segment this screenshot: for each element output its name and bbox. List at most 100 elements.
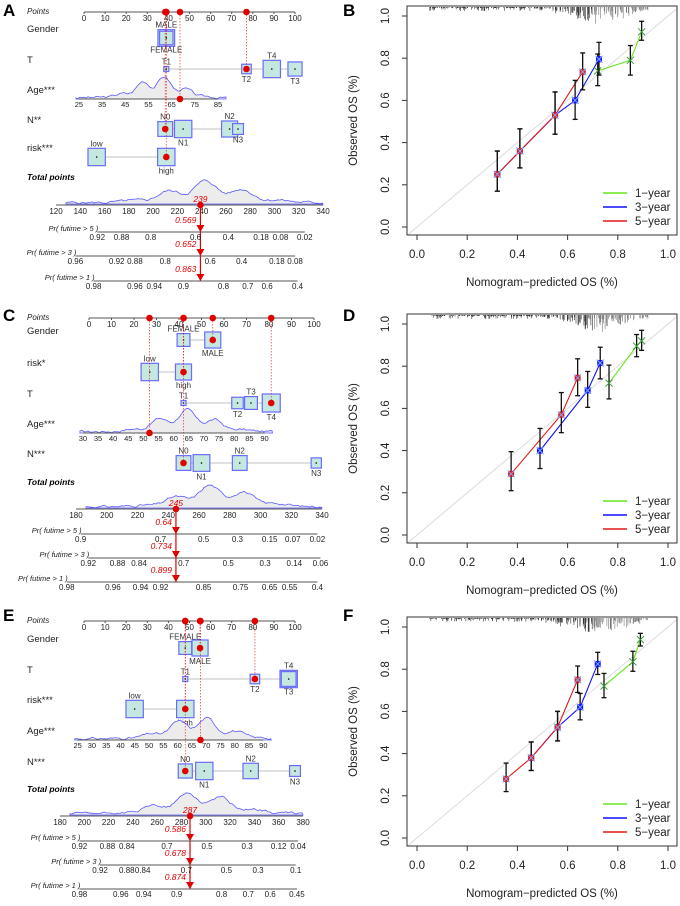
data-point-cross (629, 657, 637, 666)
probability-tick-label: 0.3 (232, 535, 244, 544)
data-point-cross (576, 703, 585, 712)
legend-label: 5−year (635, 524, 671, 536)
probability-tick-label: 0.4 (223, 233, 235, 242)
y-tick-label: 0.2 (380, 177, 392, 193)
age-tick-label: 30 (88, 741, 96, 750)
total-tick-label: 280 (175, 818, 189, 827)
total-tick-label: 220 (131, 511, 145, 520)
points-tick-label: 90 (269, 623, 278, 632)
total-tick-label: 240 (162, 511, 176, 520)
y-axis-title: Observed OS (%) (348, 383, 360, 474)
total-points-label: Total points (27, 172, 75, 182)
legend-label: 3−year (635, 813, 671, 825)
probability-tick-label: 0.96 (127, 282, 143, 291)
data-point-cross (573, 675, 582, 684)
age-tick-label: 70 (200, 434, 208, 443)
age-tick-label: 55 (159, 741, 167, 750)
probability-tick-label: 0.94 (136, 890, 152, 899)
points-tick-label: 0 (82, 14, 87, 23)
points-axis-marker (197, 617, 204, 625)
category-label: MALE (202, 349, 224, 358)
total-tick-label: 340 (315, 511, 329, 520)
probability-tick-label: 0.98 (86, 282, 102, 291)
legend-label: 5−year (635, 827, 671, 839)
row-label: risk*** (27, 695, 53, 706)
category-label: T4 (267, 51, 277, 60)
total-tick-label: 300 (254, 511, 268, 520)
series-line-year5 (510, 377, 579, 475)
probability-tick-label: 0.14 (287, 559, 303, 568)
selected-marker (146, 429, 153, 437)
probability-value: 0.586 (165, 824, 187, 834)
legend-label: 3−year (635, 202, 671, 214)
probability-label: Pr( futime > 1 ) (31, 881, 81, 890)
age-tick-label: 40 (116, 741, 124, 750)
data-point-cross (557, 410, 566, 419)
x-tick-label: 0.4 (509, 860, 526, 872)
probability-label: Pr( futime > 5 ) (48, 224, 98, 233)
total-tick-label: 280 (223, 511, 237, 520)
data-point-cross (502, 775, 510, 783)
probability-tick-label: 0.45 (289, 890, 305, 899)
y-tick-label: 0.6 (380, 92, 392, 108)
y-tick-label: 0.8 (380, 358, 392, 374)
category-center-dot (315, 462, 318, 464)
probability-value: 0.64 (155, 517, 172, 527)
points-axis-marker (267, 314, 275, 322)
probability-tick-label: 0.92 (92, 866, 108, 875)
probability-tick-label: 0.12 (271, 842, 287, 851)
total-tick-label: 300 (268, 207, 282, 216)
points-tick-label: 80 (265, 320, 274, 329)
probability-tick-label: 0.02 (297, 233, 313, 242)
total-tick-label: 260 (219, 207, 233, 216)
points-tick-label: 10 (107, 320, 116, 329)
points-tick-label: 90 (269, 14, 278, 23)
x-tick-label: 0.4 (509, 249, 526, 261)
age-tick-label: 85 (245, 434, 253, 443)
category-center-dot (249, 770, 252, 772)
probability-tick-label: 0.6 (265, 890, 277, 899)
category-center-dot (270, 68, 273, 70)
category-center-dot (236, 402, 239, 404)
points-tick-label: 10 (101, 14, 110, 23)
data-point-cross (593, 67, 602, 75)
points-tick-label: 80 (248, 623, 257, 632)
probability-label: Pr( futime > 3 ) (39, 550, 89, 559)
age-tick-label: 40 (109, 434, 117, 443)
age-tick-label: 70 (202, 741, 210, 750)
x-tick-label: 0.2 (459, 860, 475, 872)
y-tick-label: 0.4 (380, 745, 392, 762)
points-axis-marker (162, 8, 170, 16)
probability-tick-label: 0.9 (171, 890, 183, 899)
probability-value: 0.899 (151, 565, 173, 575)
probability-tick-label: 0.4 (312, 583, 324, 592)
probability-tick-label: 0.94 (133, 583, 149, 592)
age-tick-label: 45 (121, 100, 129, 109)
x-tick-label: 0.2 (459, 249, 475, 261)
points-axis-marker (176, 8, 184, 16)
points-tick-label: 20 (122, 14, 131, 23)
age-tick-label: 45 (124, 434, 132, 443)
category-label: N2 (224, 112, 235, 121)
y-tick-label: 0.0 (380, 527, 392, 543)
points-label: Points (27, 7, 49, 16)
points-label: Points (27, 616, 49, 625)
points-label: Points (27, 313, 49, 322)
probability-tick-label: 0.02 (310, 535, 326, 544)
category-center-dot (250, 402, 252, 404)
probability-tick-label: 0.88 (100, 842, 116, 851)
total-marker (172, 505, 180, 513)
age-tick-label: 55 (154, 434, 162, 443)
points-axis-marker (209, 314, 217, 322)
category-center-dot (133, 708, 136, 710)
age-tick-label: 80 (230, 434, 238, 443)
data-point-cross (637, 27, 646, 36)
probability-tick-label: 0.8 (218, 282, 230, 291)
probability-tick-label: 0.9 (75, 535, 87, 544)
points-tick-label: 20 (130, 320, 139, 329)
probability-tick-label: 0.7 (155, 535, 167, 544)
data-point-cross (571, 96, 579, 105)
points-axis-marker (243, 8, 250, 16)
probability-tick-label: 0.7 (161, 842, 173, 851)
category-center-dot (294, 770, 296, 772)
